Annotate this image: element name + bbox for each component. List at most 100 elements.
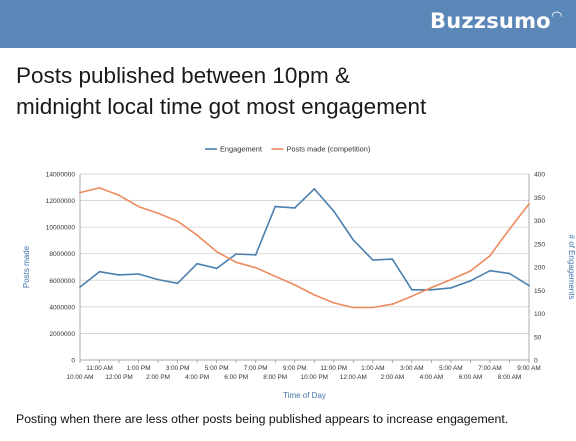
x-tick-label: 3:00 AM: [400, 365, 423, 372]
y-tick-label: 8000000: [49, 251, 75, 258]
y-tick-label: 10000000: [46, 225, 76, 232]
data-point: [254, 254, 257, 256]
x-tick-label: 1:00 PM: [127, 365, 151, 372]
data-point: [157, 212, 159, 215]
engagement-chart: 0 2000000 4000000 6000000 8000000 10000000 120…: [22, 145, 576, 401]
x-tick-label: 4:00 PM: [185, 374, 209, 381]
x-tick-label: 12:00 AM: [340, 374, 367, 381]
x-tick-label: 10:00 AM: [66, 374, 93, 381]
data-point: [196, 234, 199, 237]
x-tick-label: 8:00 AM: [498, 374, 521, 381]
series-line-0: [79, 188, 530, 291]
chart-area: 0 2000000 4000000 6000000 8000000 10000000 120…: [0, 136, 576, 408]
series-line-1: [79, 187, 530, 309]
slide-title: Posts published between 10pm & midnight …: [16, 60, 566, 122]
x-tick-label: 5:00 AM: [439, 365, 462, 372]
x-tick-label: 5:00 PM: [205, 365, 229, 372]
x-tick-label: 11:00 AM: [86, 365, 113, 372]
data-point: [469, 280, 472, 282]
x-tick-label: 1:00 AM: [361, 365, 384, 372]
data-point: [430, 288, 433, 291]
slide-caption: Posting when there are less other posts …: [16, 412, 509, 426]
signal-icon: ◠: [551, 9, 562, 24]
y-axis-title: Posts made: [22, 245, 31, 288]
y2-tick-label: 250: [534, 241, 545, 248]
data-point: [215, 267, 218, 270]
y-tick-label: 6000000: [49, 278, 75, 285]
x-tick-label: 7:00 AM: [478, 365, 501, 372]
data-point: [98, 187, 101, 189]
y2-tick-label: 300: [534, 218, 545, 225]
data-point: [352, 306, 355, 309]
data-point: [332, 210, 335, 213]
title-line-2: midnight local time got most engagement: [16, 94, 427, 119]
data-point: [137, 205, 140, 208]
brand-logo: Buzzsumo◠: [430, 9, 562, 33]
data-point: [332, 301, 335, 304]
x-tick-label: 12:00 PM: [105, 374, 132, 381]
grid-lines: [80, 173, 529, 361]
series-lines: [79, 187, 530, 309]
y2-tick-label: 50: [534, 334, 542, 341]
data-point: [79, 191, 81, 194]
x-tick-label: 11:00 PM: [320, 365, 347, 372]
x-tick-label: 6:00 AM: [459, 374, 482, 381]
data-point: [196, 262, 199, 265]
x-tick-label: 10:00 PM: [301, 374, 328, 381]
data-point: [391, 258, 394, 260]
x-tick-label: 7:00 PM: [244, 365, 268, 372]
data-point: [371, 306, 374, 309]
data-point: [528, 284, 530, 287]
y-tick-label: 12000000: [46, 198, 76, 205]
data-point: [176, 282, 179, 285]
x-tick-label: 2:00 PM: [146, 374, 170, 381]
data-point: [254, 266, 257, 269]
data-point: [293, 284, 296, 286]
data-point: [528, 202, 530, 205]
data-point: [215, 250, 218, 253]
y2-tick-label: 350: [534, 195, 545, 202]
axes: [79, 174, 530, 363]
y-tick-label: 0: [71, 358, 75, 365]
title-line-1: Posts published between 10pm &: [16, 63, 350, 88]
legend-label: Engagement: [220, 145, 262, 154]
data-point: [410, 295, 413, 298]
data-point: [371, 259, 374, 261]
x-tick-label: 6:00 PM: [224, 374, 248, 381]
y2-axis-title: # of Engagements: [567, 235, 576, 300]
data-point: [176, 220, 179, 223]
data-point: [489, 254, 491, 257]
data-point: [391, 303, 394, 306]
y-tick-label: 4000000: [49, 304, 75, 311]
data-point: [274, 275, 277, 278]
data-point: [118, 194, 120, 197]
tick-labels: 0 2000000 4000000 6000000 8000000 10000000 120…: [22, 172, 576, 401]
data-point: [430, 286, 433, 289]
y2-tick-label: 0: [534, 358, 538, 365]
data-point: [274, 205, 277, 208]
data-point: [313, 294, 316, 296]
x-tick-label: 4:00 AM: [420, 374, 443, 381]
x-tick-label: 9:00 AM: [517, 365, 540, 372]
data-point: [157, 278, 159, 281]
legend-label: Posts made (competition): [287, 145, 371, 154]
data-point: [235, 253, 238, 255]
data-point: [118, 274, 120, 276]
data-point: [235, 261, 238, 264]
y-tick-label: 14000000: [46, 172, 76, 179]
data-point: [450, 287, 452, 289]
x-axis-title: Time of Day: [283, 391, 326, 400]
header-bar: Buzzsumo◠: [0, 0, 576, 48]
legend: Engagement Posts made (competition): [205, 145, 370, 154]
data-point: [98, 270, 101, 273]
data-point: [313, 187, 316, 190]
data-point: [352, 239, 355, 241]
y2-tick-label: 100: [534, 311, 545, 318]
data-point: [79, 286, 81, 288]
x-tick-label: 3:00 PM: [166, 365, 190, 372]
y-tick-label: 2000000: [49, 331, 75, 338]
data-point: [489, 269, 491, 272]
data-point: [450, 278, 452, 281]
data-point: [508, 272, 511, 275]
x-tick-label: 8:00 PM: [263, 374, 287, 381]
